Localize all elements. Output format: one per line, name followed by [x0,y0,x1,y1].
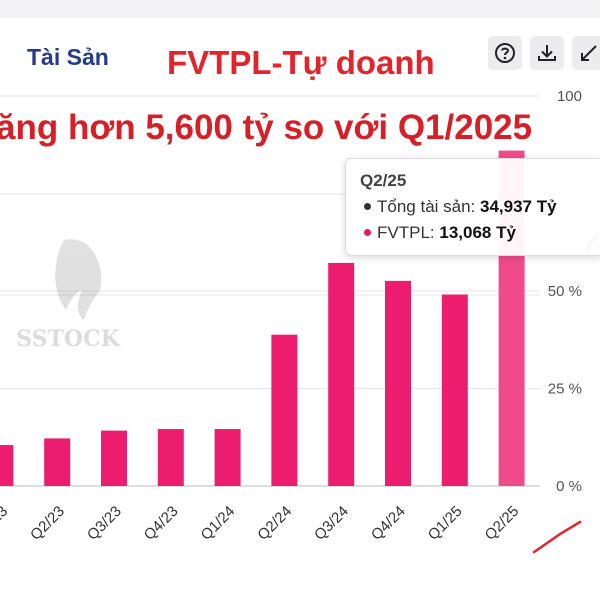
watermark-text: SSTOCK [16,326,120,352]
tooltip-value-fvtpl: 13,068 Tỷ [439,223,516,242]
expand-button[interactable] [572,36,600,70]
underline-annotation-icon [532,520,582,554]
top-strip [0,0,600,18]
x-tick-label: Q4/24 [368,503,409,544]
tab-title-tai-san[interactable]: Tài Sản [27,44,109,70]
download-button[interactable] [530,36,564,70]
tooltip-label-fvtpl: FVTPL: [377,223,435,242]
tooltip-title: Q2/25 [360,171,407,190]
bar-Q1-24 [214,429,241,486]
download-icon [538,45,556,61]
bar-Q1-25 [441,294,468,486]
y-tick-label: 0 % [556,478,582,495]
x-tick-label: Q3/23 [84,503,125,544]
x-tick-label: Q2/25 [482,503,523,544]
bar-Q4-24 [385,280,411,486]
x-tick-label: Q2/24 [254,503,295,544]
sstock-logo-icon [55,239,102,320]
bar-Q2-23 [44,438,71,486]
x-tick-label: Q3/24 [311,503,352,544]
y-tick-label: 50 % [548,283,582,300]
y-tick-label: 100 [557,88,582,105]
help-button[interactable] [488,36,522,70]
x-tick-label: Q1/24 [198,503,239,544]
x-axis-labels: Q1/23 Q2/23 Q3/23 Q4/23 Q1/24 Q2/24 Q3/24 Q4/24… [0,503,522,544]
x-tick-label: Q1/25 [425,503,466,544]
tooltip-dot-total [364,203,371,211]
x-tick-label: Q4/23 [141,503,182,544]
help-icon [495,43,515,63]
bar-Q3-24 [328,262,355,486]
tooltip-value-total: 34,937 Tỷ [480,197,557,216]
bar-Q3-23 [101,430,127,486]
expand-icon [581,45,597,61]
tooltip-dot-fvtpl [364,229,371,237]
y-axis-labels: 0 % 25 % 50 % 100 [548,88,582,495]
x-tick-label: Q2/23 [27,503,68,544]
chart-subtitle: ăng hơn 5,600 tỷ so với Q1/2025 [0,108,533,147]
tooltip-label-total: Tổng tài sản: [377,197,476,216]
chart-title: FVTPL-Tự doanh [167,44,435,81]
bar-Q1-23 [0,445,14,486]
bar-Q2-24 [271,334,298,486]
x-tick-label: Q1/23 [0,503,11,544]
tooltip: Q2/25 Tổng tài sản: 34,937 Tỷ FVTPL: 13,… [345,158,600,256]
tooltip-row-fvtpl: FVTPL: 13,068 Tỷ [360,223,592,243]
bar-Q4-23 [157,429,184,486]
y-tick-label: 25 % [548,381,582,398]
watermark: SSTOCK [16,239,121,352]
tooltip-row-total: Tổng tài sản: 34,937 Tỷ [360,197,592,217]
